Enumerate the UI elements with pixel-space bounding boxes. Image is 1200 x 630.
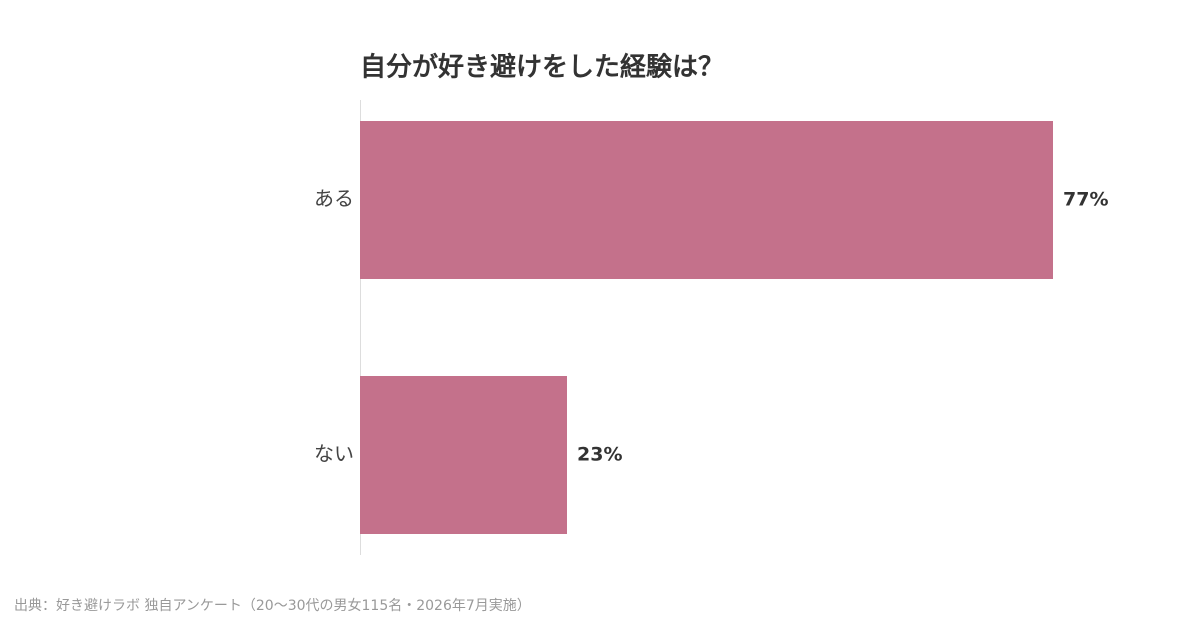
- bar: [360, 121, 1053, 279]
- source-note: 出典：好き避けラボ 独自アンケート（20〜30代の男女115名・2026年7月実…: [14, 597, 531, 614]
- y-tick-label: ある: [314, 187, 354, 211]
- value-label: 77%: [1063, 189, 1108, 211]
- y-tick-label: ない: [314, 442, 354, 466]
- bar: [360, 376, 567, 534]
- value-label: 23%: [577, 444, 622, 466]
- chart-title: 自分が好き避けをした経験は？: [360, 52, 724, 83]
